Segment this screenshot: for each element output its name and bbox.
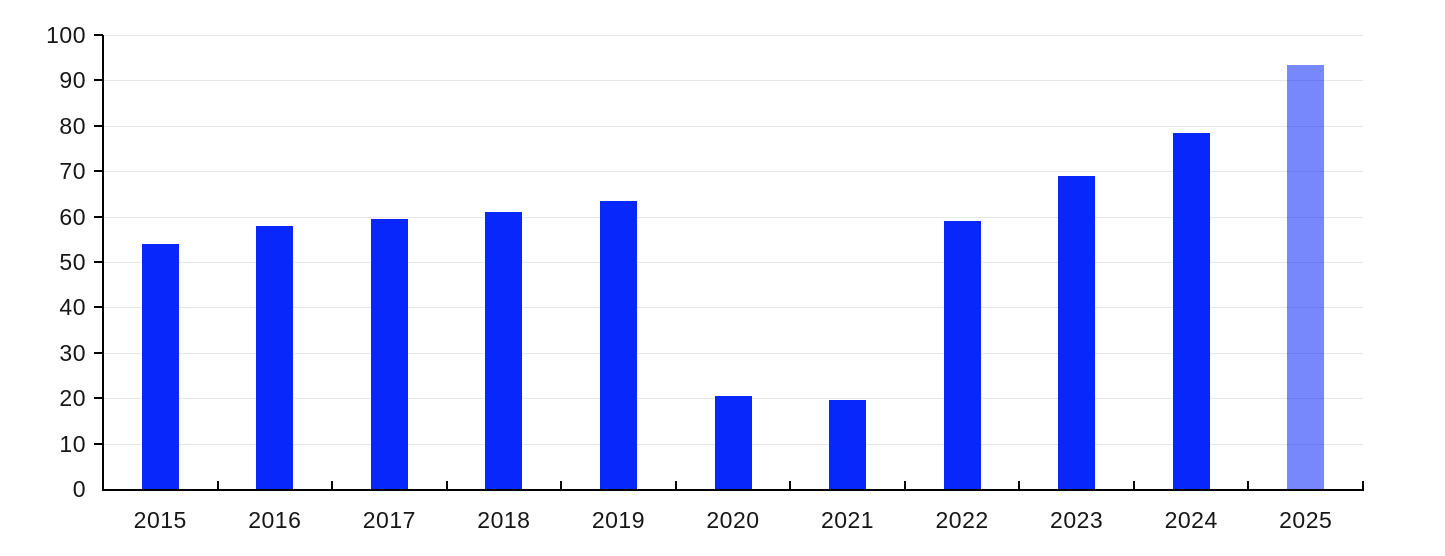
y-axis-label-10: 10 [59,430,86,457]
y-tick-70 [94,170,103,173]
y-axis [102,35,104,491]
y-axis-label-20: 20 [59,385,86,412]
x-axis-label-2019: 2019 [591,507,646,533]
x-axis-label-2025: 2025 [1279,507,1333,533]
x-axis-label-2024: 2024 [1164,507,1218,533]
x-axis-label-2015: 2015 [133,507,187,533]
y-axis-label-50: 50 [59,249,86,275]
x-tick-8 [1018,481,1021,491]
bar-2024 [1172,132,1210,489]
x-tick-6 [789,481,792,491]
y-axis-label-30: 30 [59,339,86,366]
x-tick-10 [1247,481,1250,491]
y-tick-10 [94,442,103,445]
bar-2025 [1287,64,1325,489]
y-axis-label-60: 60 [59,203,86,230]
x-axis-label-2016: 2016 [248,507,302,533]
y-tick-80 [94,124,103,127]
x-tick-4 [560,481,563,491]
x-tick-11 [1362,481,1364,491]
y-tick-40 [94,306,103,309]
y-tick-90 [94,79,103,82]
x-tick-9 [1132,481,1135,491]
x-tick-5 [674,481,677,491]
x-axis-label-2022: 2022 [935,507,989,533]
bar-2017 [370,218,408,489]
bar-2015 [141,243,179,489]
plot-area [103,35,1363,489]
x-tick-2 [331,481,334,491]
y-tick-30 [94,351,103,354]
x-axis-label-2018: 2018 [477,507,531,533]
x-axis [102,489,1364,491]
bar-2021 [829,400,867,489]
x-tick-1 [216,481,219,491]
x-axis-label-2021: 2021 [820,507,875,533]
bar-2020 [714,395,752,489]
x-tick-0 [102,481,104,491]
y-tick-60 [94,215,103,218]
gridline-80 [103,125,1363,127]
y-tick-20 [94,397,103,400]
x-tick-7 [903,481,906,491]
x-tick-3 [445,481,448,491]
y-tick-100 [94,34,103,36]
y-axis-label-100: 100 [46,22,86,48]
gridline-70 [103,171,1363,173]
gridline-100 [103,35,1363,36]
gridline-90 [103,80,1363,82]
bar-2018 [485,212,523,489]
gridline-50 [103,262,1363,263]
y-axis-label-80: 80 [59,112,86,139]
x-axis-label-2017: 2017 [362,507,416,533]
y-axis-label-40: 40 [59,294,86,321]
y-axis-label-0: 0 [72,476,86,502]
gridline-30 [103,352,1363,354]
gridline-40 [103,307,1363,309]
bar-2023 [1058,175,1096,489]
bar-2022 [943,221,981,489]
y-tick-50 [94,261,103,263]
bar-2019 [599,200,637,489]
gridline-60 [103,216,1363,218]
bar-2016 [256,225,294,489]
x-axis-label-2023: 2023 [1050,507,1104,533]
y-axis-label-90: 90 [59,67,86,94]
y-axis-label-70: 70 [59,158,86,185]
x-axis-label-2020: 2020 [706,507,760,533]
